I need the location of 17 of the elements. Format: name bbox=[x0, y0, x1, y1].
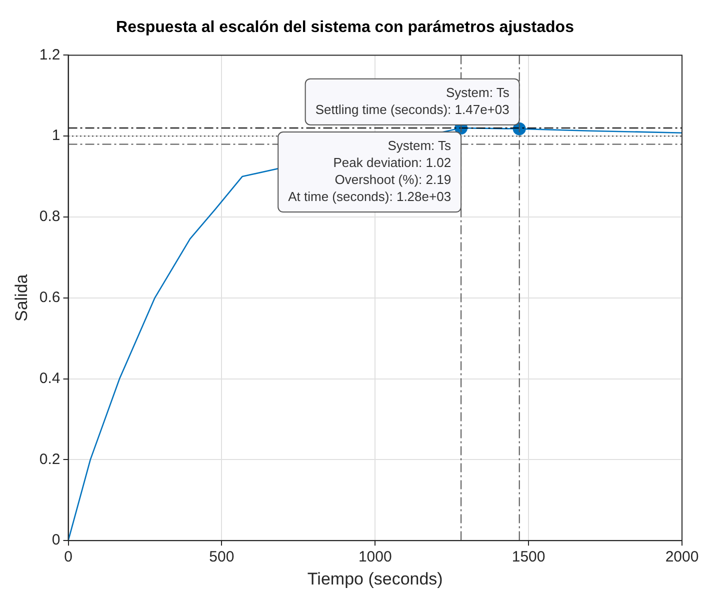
y-axis-title: Salida bbox=[12, 274, 31, 322]
y-tick-label: 0.6 bbox=[39, 289, 60, 306]
y-tick-label: 0.8 bbox=[39, 208, 60, 226]
chart-title: Respuesta al escalón del sistema con parámetros ajustados bbox=[116, 19, 574, 36]
y-tick-label: 0 bbox=[52, 532, 60, 549]
y-tick-label: 0.4 bbox=[39, 370, 60, 387]
y-tick-label: 1 bbox=[52, 127, 60, 144]
y-tick-label: 0.2 bbox=[39, 450, 60, 468]
annotation: System: Ts Settling time (seconds): 1.47e+03 bbox=[315, 84, 510, 117]
y-tick-label: 1.2 bbox=[39, 46, 60, 64]
annotation: System: Ts Peak deviation: 1.02 Overshoot (%): 2.19 At time (seconds): 1.28e+03 bbox=[288, 138, 452, 204]
x-tick-label: 1500 bbox=[512, 548, 546, 566]
x-axis-title: Tiempo (seconds) bbox=[307, 569, 443, 588]
x-tick-label: 500 bbox=[209, 548, 234, 566]
x-tick-label: 2000 bbox=[665, 548, 699, 566]
x-tick-label: 0 bbox=[64, 548, 72, 566]
x-tick-label: 1000 bbox=[358, 548, 392, 566]
